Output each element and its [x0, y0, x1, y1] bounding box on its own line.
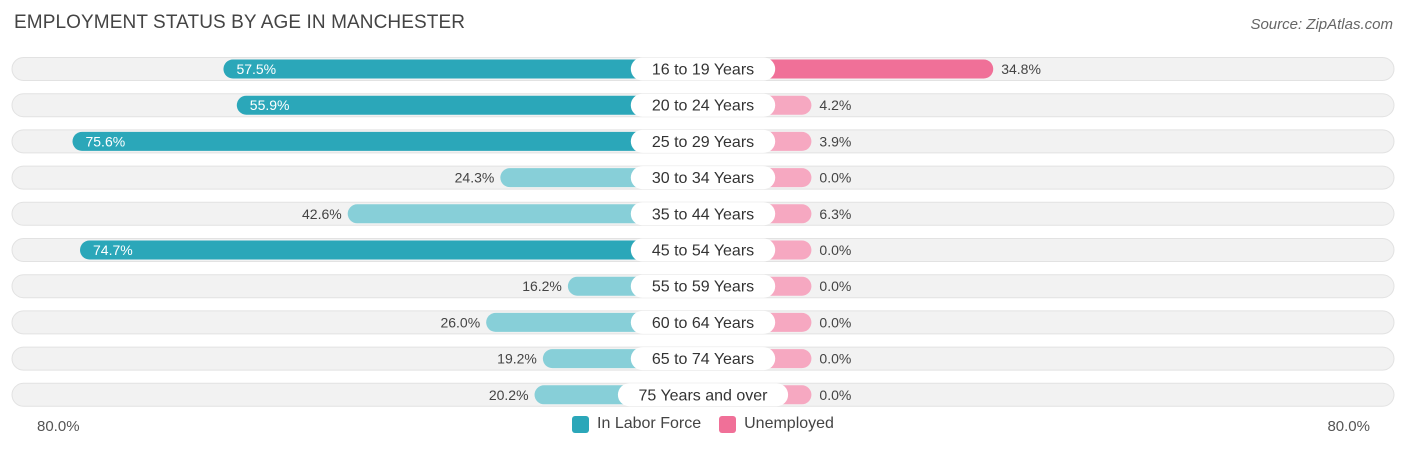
bar-labor — [223, 59, 703, 79]
value-label-unemployed: 3.9% — [819, 133, 851, 149]
value-label-labor: 26.0% — [440, 314, 480, 330]
value-label-unemployed: 6.3% — [819, 206, 851, 222]
value-label-labor: 24.3% — [455, 170, 495, 186]
value-label-unemployed: 0.0% — [819, 170, 851, 186]
value-label-unemployed: 34.8% — [1001, 61, 1041, 77]
category-label-bg — [630, 274, 776, 298]
category-label-bg — [630, 347, 776, 371]
category-label: 65 to 74 Years — [652, 351, 754, 368]
bar-labor — [236, 95, 703, 115]
value-label-labor: 57.5% — [236, 61, 276, 77]
value-label-labor: 75.6% — [85, 133, 125, 149]
value-label-unemployed: 4.2% — [819, 97, 851, 113]
category-label: 75 Years and over — [639, 387, 769, 404]
value-label-unemployed: 0.0% — [819, 242, 851, 258]
chart-legend: In Labor Force Unemployed — [0, 415, 1406, 433]
value-label-labor: 55.9% — [250, 97, 290, 113]
category-label-bg — [630, 57, 776, 81]
bar-labor — [72, 131, 704, 151]
category-label: 60 to 64 Years — [652, 315, 754, 332]
chart-plot: 16 to 19 Years 57.5% 34.8% 20 to 24 Years 55… — [11, 57, 1395, 407]
legend-swatch-labor — [572, 415, 590, 433]
category-label: 30 to 34 Years — [652, 170, 754, 187]
category-label: 35 to 44 Years — [652, 206, 754, 223]
axis-label-left: 80.0% — [37, 418, 80, 435]
category-label-bg — [630, 238, 776, 262]
category-label-bg — [630, 129, 776, 153]
legend-swatch-unemployed — [719, 415, 737, 433]
legend-item-unemployed[interactable]: Unemployed — [719, 415, 834, 433]
legend-label-unemployed: Unemployed — [744, 415, 834, 432]
bar-unemployed — [703, 59, 994, 79]
category-label: 55 to 59 Years — [652, 279, 754, 296]
category-label-bg — [630, 202, 776, 226]
category-label: 45 to 54 Years — [652, 243, 754, 260]
value-label-unemployed: 0.0% — [819, 351, 851, 367]
value-label-unemployed: 0.0% — [819, 387, 851, 403]
chart-title: EMPLOYMENT STATUS BY AGE IN MANCHESTER — [14, 12, 466, 33]
bar-labor — [347, 204, 703, 224]
category-label-bg — [617, 383, 789, 407]
category-label: 25 to 29 Years — [652, 134, 754, 151]
value-label-labor: 42.6% — [302, 206, 342, 222]
source-note: Source: ZipAtlas.com — [1250, 16, 1393, 33]
value-label-labor: 74.7% — [93, 242, 133, 258]
bar-labor — [80, 240, 703, 260]
value-label-labor: 16.2% — [522, 278, 562, 294]
category-label-bg — [630, 93, 776, 117]
value-label-unemployed: 0.0% — [819, 278, 851, 294]
category-label-bg — [630, 310, 776, 334]
axis-label-right: 80.0% — [1327, 418, 1370, 435]
value-label-labor: 19.2% — [497, 351, 537, 367]
category-label: 20 to 24 Years — [652, 98, 754, 115]
legend-label-labor: In Labor Force — [597, 415, 702, 432]
category-label-bg — [630, 166, 776, 190]
category-label: 16 to 19 Years — [652, 62, 754, 79]
legend-item-labor[interactable]: In Labor Force — [572, 415, 701, 433]
value-label-labor: 20.2% — [489, 387, 529, 403]
value-label-unemployed: 0.0% — [819, 314, 851, 330]
